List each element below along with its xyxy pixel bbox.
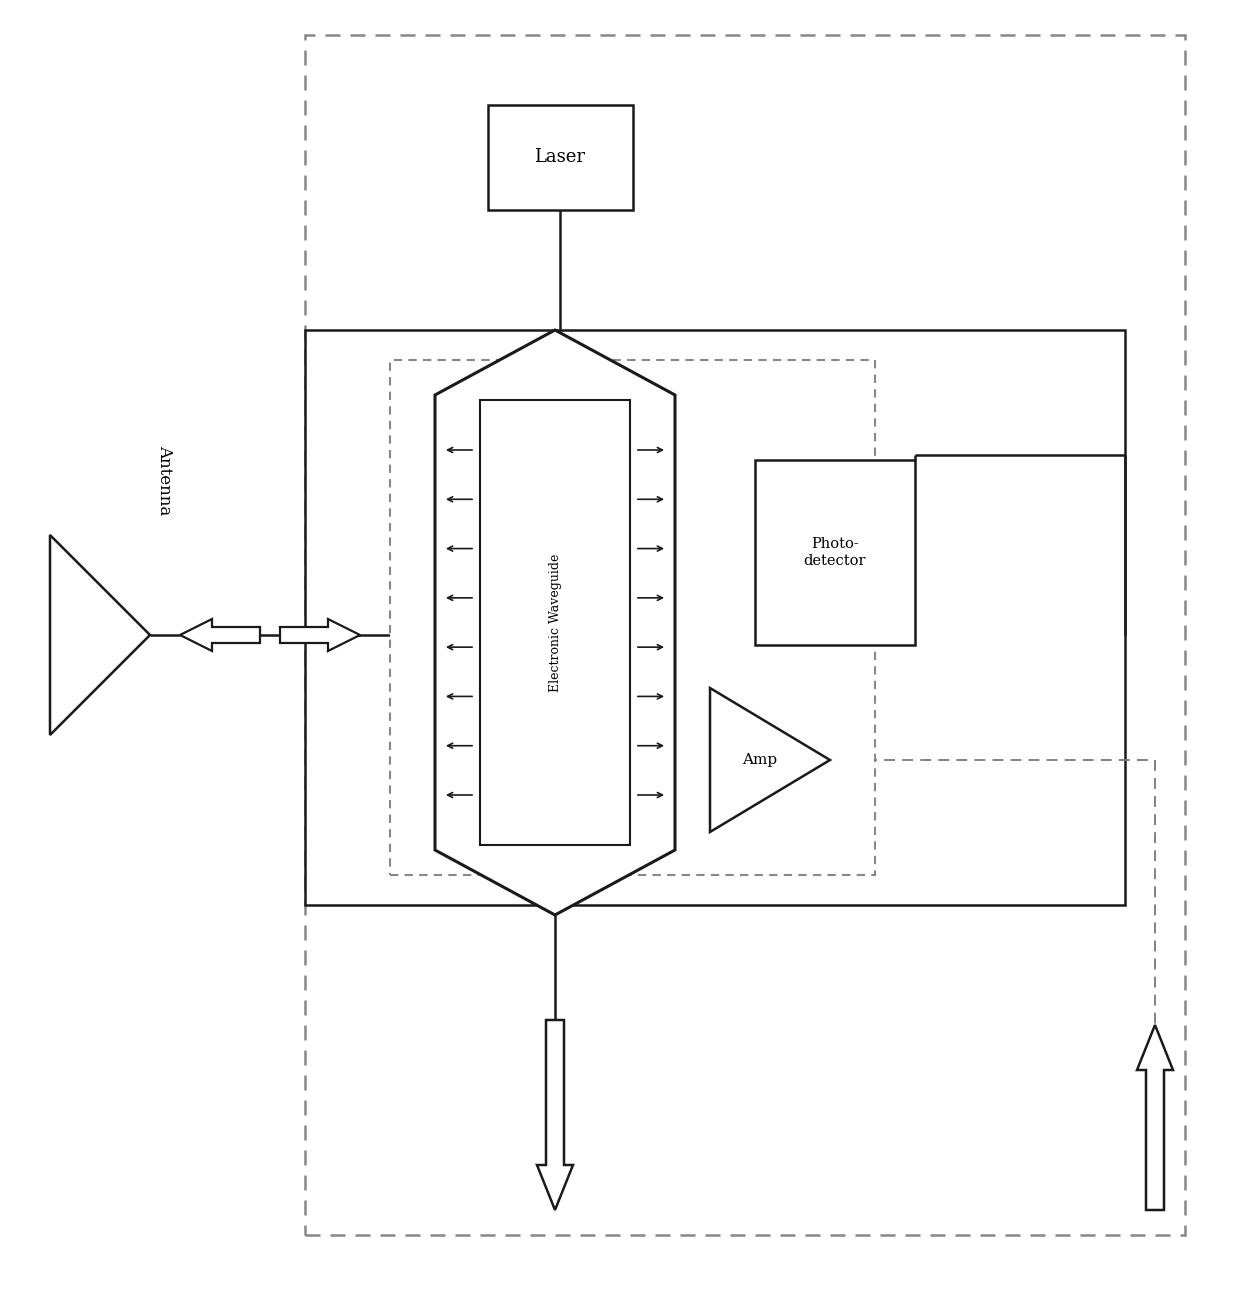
Polygon shape — [50, 535, 150, 735]
Polygon shape — [180, 619, 260, 651]
Bar — [305, 35, 1185, 1235]
Text: Antenna: Antenna — [156, 445, 174, 515]
Text: Laser: Laser — [534, 148, 585, 166]
Bar — [755, 461, 915, 645]
Text: Electronic Waveguide: Electronic Waveguide — [548, 553, 562, 691]
Bar — [305, 330, 1125, 906]
Polygon shape — [711, 688, 830, 832]
Text: Photo-
detector: Photo- detector — [804, 538, 867, 568]
Bar — [487, 104, 632, 210]
Polygon shape — [435, 330, 675, 915]
Text: Amp: Amp — [743, 753, 777, 768]
Polygon shape — [537, 1020, 573, 1210]
Polygon shape — [1137, 1026, 1173, 1210]
Bar — [480, 400, 630, 845]
Polygon shape — [280, 619, 360, 651]
Bar — [391, 360, 875, 875]
